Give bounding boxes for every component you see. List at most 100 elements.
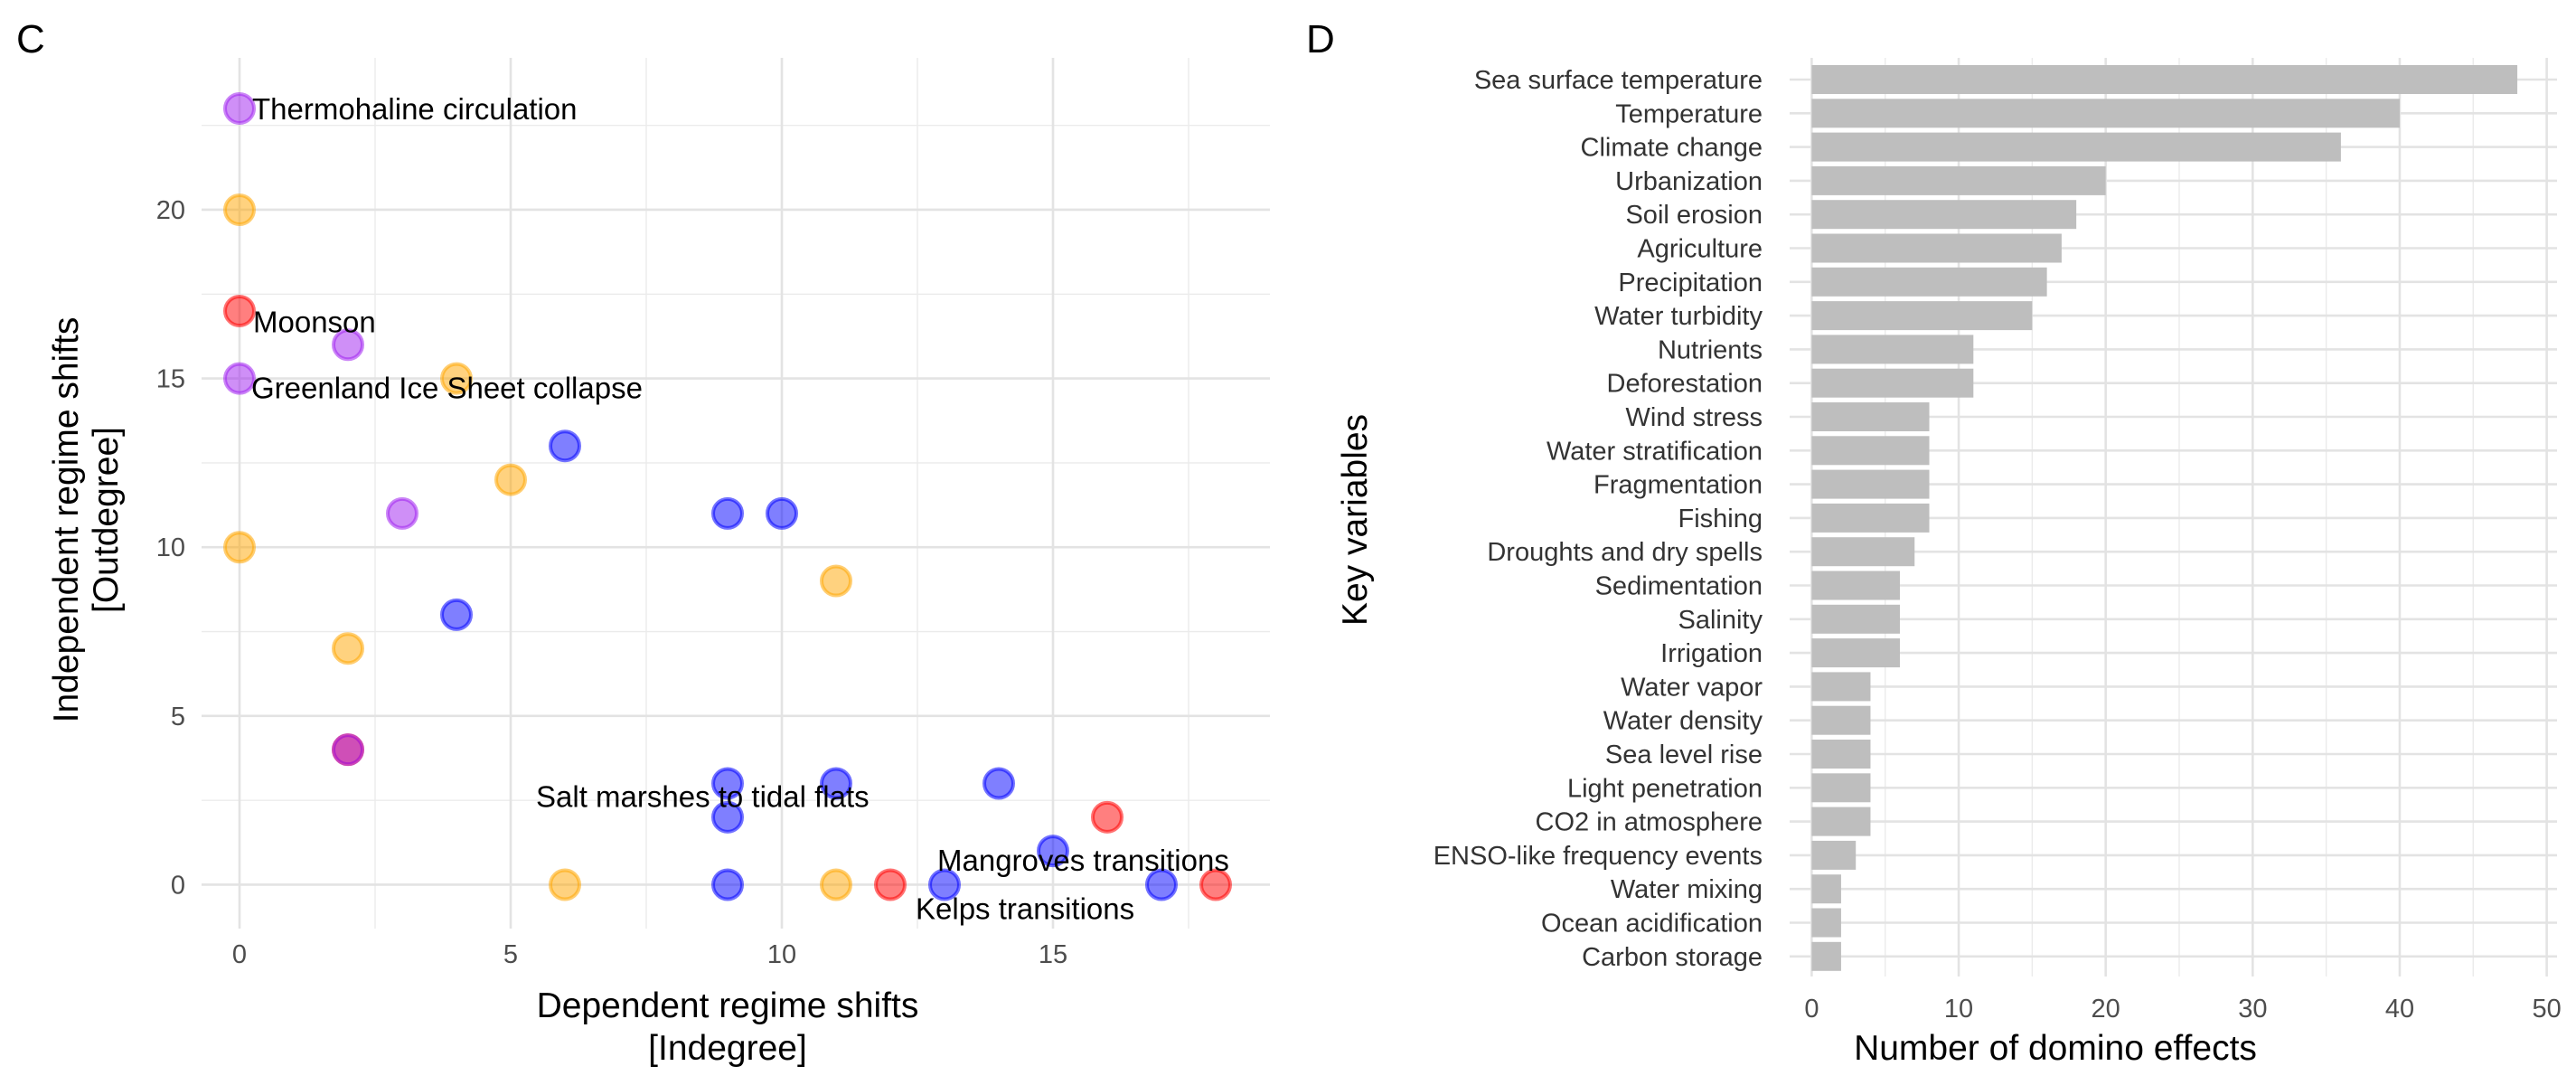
scatter-point bbox=[223, 193, 256, 226]
bar-category-label: ENSO-like frequency events bbox=[1434, 842, 1763, 871]
y-tick-label: 10 bbox=[156, 533, 185, 562]
bar bbox=[1811, 165, 2106, 195]
scatter-tick-labels: 0 5 10 15 0 5 10 15 20 bbox=[156, 196, 1067, 969]
bar-category-label: Urbanization bbox=[1615, 167, 1763, 196]
scatter-point-label: Mangroves transitions bbox=[937, 844, 1229, 877]
bar bbox=[1811, 402, 1930, 431]
bar bbox=[1811, 503, 1930, 533]
bar bbox=[1811, 301, 2033, 331]
bar bbox=[1811, 740, 1871, 769]
scatter-point-label: Salt marshes to tidal flats bbox=[536, 780, 870, 814]
scatter-point bbox=[820, 868, 852, 901]
bar-category-label: Water mixing bbox=[1611, 875, 1763, 904]
y-tick-label: 15 bbox=[156, 365, 185, 394]
bar-category-label: Wind stress bbox=[1626, 403, 1763, 432]
scatter-point bbox=[1091, 800, 1123, 834]
bar-y-axis-title: Key variables bbox=[1336, 414, 1375, 626]
x-tick-label: 20 bbox=[2092, 995, 2120, 1024]
bar-category-label: Precipitation bbox=[1618, 269, 1763, 297]
scatter-point-label: Greenland Ice Sheet collapse bbox=[251, 372, 643, 405]
bar bbox=[1811, 132, 2341, 162]
bar-category-label: Droughts and dry spells bbox=[1487, 538, 1763, 567]
scatter-point bbox=[332, 632, 364, 665]
scatter-point bbox=[223, 362, 256, 395]
scatter-point bbox=[386, 496, 418, 530]
bar bbox=[1811, 571, 1900, 600]
bar-category-label: Sedimentation bbox=[1595, 572, 1763, 601]
x-tick-label: 10 bbox=[767, 940, 796, 969]
scatter-point bbox=[1199, 868, 1232, 901]
bar-category-label: Sea level rise bbox=[1605, 741, 1763, 769]
y-tick-label: 0 bbox=[171, 871, 185, 900]
bar bbox=[1811, 638, 1900, 668]
x-tick-label: 50 bbox=[2532, 995, 2561, 1024]
scatter-point bbox=[223, 294, 256, 327]
bar-category-label: Water density bbox=[1603, 707, 1763, 736]
y-tick-label: 20 bbox=[156, 196, 185, 225]
scatter-point bbox=[440, 598, 473, 631]
x-tick-label: 0 bbox=[232, 940, 247, 969]
scatter-point bbox=[711, 868, 744, 901]
bar bbox=[1811, 99, 2400, 128]
scatter-point-labels: Thermohaline circulation Moonson Greenland… bbox=[251, 92, 1229, 925]
bar-category-label: Water turbidity bbox=[1594, 302, 1763, 331]
bar bbox=[1811, 368, 1974, 398]
bar bbox=[1811, 436, 1930, 466]
bar bbox=[1811, 672, 1871, 702]
bar-category-label: Agriculture bbox=[1637, 235, 1763, 264]
bar-category-label: Fishing bbox=[1678, 505, 1763, 533]
scatter-point bbox=[982, 767, 1015, 800]
bar-category-labels: Sea surface temperature Temperature Climat… bbox=[1434, 66, 1763, 972]
bar-category-label: Carbon storage bbox=[1582, 943, 1763, 972]
bar bbox=[1811, 773, 1871, 803]
x-tick-label: 30 bbox=[2238, 995, 2267, 1024]
scatter-point bbox=[820, 767, 852, 800]
x-tick-label: 15 bbox=[1039, 940, 1067, 969]
scatter-point bbox=[549, 429, 581, 463]
bar bbox=[1811, 267, 2047, 297]
scatter-points bbox=[223, 91, 1232, 901]
bar bbox=[1811, 604, 1900, 634]
scatter-point bbox=[549, 868, 581, 901]
x-tick-label: 10 bbox=[1944, 995, 1973, 1024]
scatter-panel: C Thermohaline circulation Moonson Greenla… bbox=[16, 17, 1270, 1068]
bar-category-label: Soil erosion bbox=[1625, 201, 1763, 230]
bar bbox=[1811, 941, 1841, 971]
x-tick-label: 40 bbox=[2385, 995, 2414, 1024]
bars bbox=[1811, 65, 2518, 971]
bar-category-label: Nutrients bbox=[1658, 335, 1763, 364]
bar bbox=[1811, 469, 1930, 499]
scatter-point bbox=[711, 767, 744, 800]
scatter-y-axis-title: Independent regime shifts bbox=[47, 317, 86, 723]
scatter-point bbox=[820, 564, 852, 598]
bar bbox=[1811, 908, 1841, 938]
bar bbox=[1811, 233, 2062, 263]
bar-tick-labels: 0 10 20 30 40 50 bbox=[1804, 995, 2561, 1024]
bar-category-label: Salinity bbox=[1678, 606, 1763, 635]
bar bbox=[1811, 335, 1974, 364]
bar-category-label: Climate change bbox=[1581, 134, 1763, 163]
bar-category-label: Water vapor bbox=[1621, 673, 1763, 702]
bar-gridlines bbox=[1790, 58, 2557, 976]
scatter-point bbox=[1037, 835, 1069, 868]
scatter-x-axis-subtitle: [Indegree] bbox=[648, 1029, 807, 1068]
scatter-point bbox=[874, 868, 907, 901]
scatter-point-label: Moonson bbox=[253, 305, 376, 338]
scatter-point bbox=[223, 531, 256, 564]
bar-category-label: Fragmentation bbox=[1594, 471, 1763, 500]
scatter-point bbox=[766, 496, 798, 530]
scatter-point-label: Thermohaline circulation bbox=[252, 92, 578, 126]
bar-category-label: Sea surface temperature bbox=[1474, 66, 1763, 95]
scatter-point bbox=[440, 362, 473, 395]
panel-label-d: D bbox=[1306, 17, 1335, 61]
bar-category-label: Ocean acidification bbox=[1541, 910, 1763, 939]
bar-category-label: Light penetration bbox=[1567, 774, 1763, 803]
scatter-point bbox=[223, 91, 256, 125]
bar bbox=[1811, 65, 2518, 94]
bar bbox=[1811, 537, 1915, 567]
x-tick-label: 0 bbox=[1804, 995, 1819, 1024]
bar-category-label: Deforestation bbox=[1607, 370, 1763, 399]
bar-category-label: CO2 in atmosphere bbox=[1536, 808, 1763, 837]
y-tick-label: 5 bbox=[171, 703, 185, 731]
bar-panel: D Sea surface temperature Temperature Clim… bbox=[1306, 17, 2562, 1068]
